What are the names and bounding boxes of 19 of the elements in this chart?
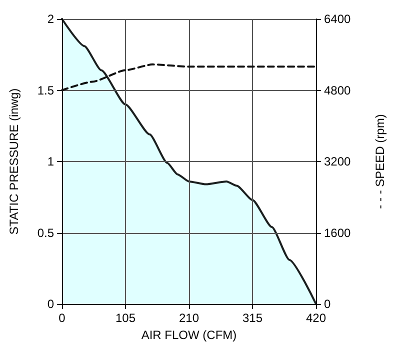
y2-axis-title: - - - SPEED (rpm): [373, 114, 387, 209]
y2-tick-label: 6400: [324, 12, 352, 26]
y-tick-label: 1.5: [37, 83, 54, 98]
y2-tick-label: 4800: [324, 83, 352, 98]
y2-tick-label: 3200: [324, 154, 352, 168]
x-tick-label: 210: [178, 311, 200, 325]
x-tick-label: 105: [115, 311, 136, 325]
y2-tick-label: 1600: [324, 226, 352, 240]
x-tick-label: 315: [242, 311, 263, 325]
line-series: [61, 63, 317, 92]
y-tick-label: 2: [47, 12, 54, 26]
y2-tick-label: 0: [324, 297, 331, 311]
x-axis-title: AIR FLOW (CFM): [141, 328, 237, 342]
x-tick-label: 0: [58, 311, 66, 325]
y-tick-label: 1: [47, 154, 54, 168]
y-tick-label: 0.5: [37, 226, 54, 240]
y-axis-title: STATIC PRESSURE (inwg): [7, 88, 21, 235]
y-tick-label: 0: [47, 297, 54, 311]
x-tick-label: 420: [306, 311, 326, 325]
